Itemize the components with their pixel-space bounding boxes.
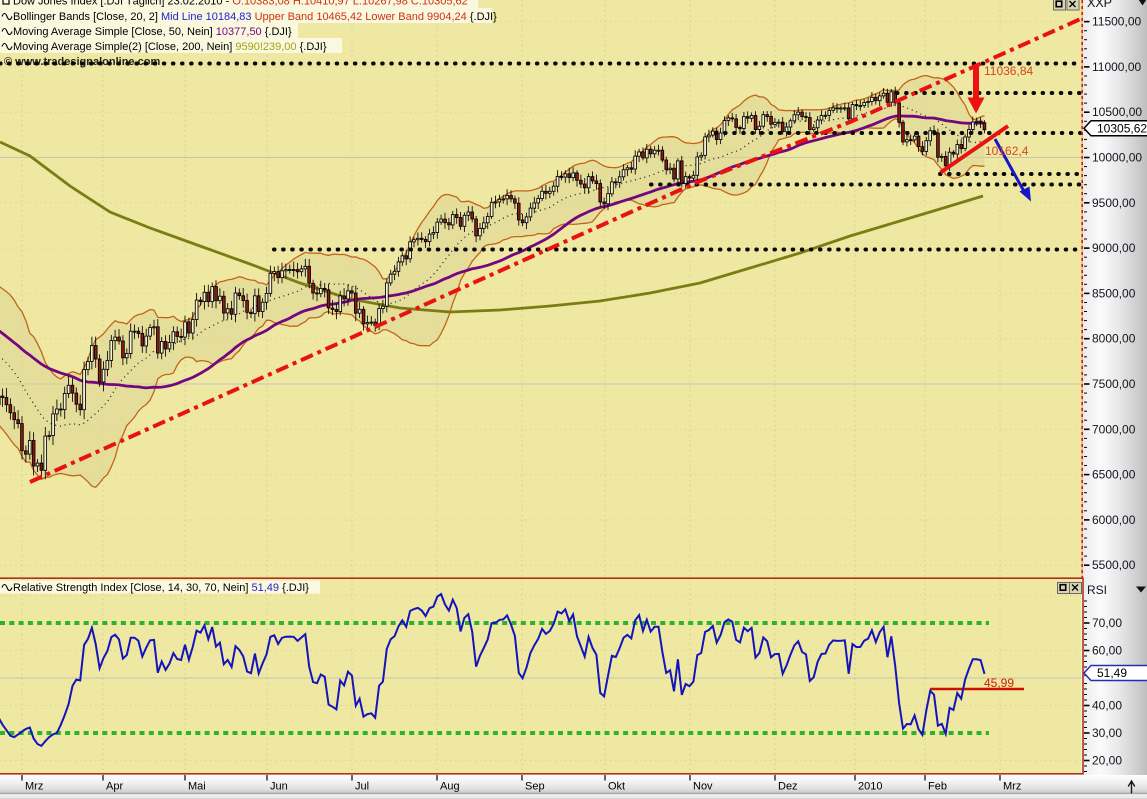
- svg-text:20,00: 20,00: [1092, 754, 1122, 768]
- svg-text:Dez: Dez: [778, 781, 798, 793]
- svg-text:9500,00: 9500,00: [1092, 196, 1136, 210]
- svg-text:Moving Average Simple(2) [Clos: Moving Average Simple(2) [Close, 200, Ne…: [13, 41, 327, 53]
- svg-text:XXP: XXP: [1087, 0, 1112, 10]
- svg-text:6000,00: 6000,00: [1092, 513, 1136, 527]
- svg-text:Mrz: Mrz: [1003, 781, 1021, 793]
- svg-text:Bollinger Bands [Close, 20, 2]: Bollinger Bands [Close, 20, 2] Mid Line …: [13, 11, 497, 23]
- svg-text:2010: 2010: [858, 781, 882, 793]
- svg-text:45,99: 45,99: [984, 676, 1014, 690]
- svg-text:Jun: Jun: [270, 781, 288, 793]
- svg-text:70,00: 70,00: [1092, 616, 1122, 630]
- svg-text:Dow Jones Index [.DJI Täglich: Dow Jones Index [.DJI Täglich] 23.02.201…: [13, 0, 468, 8]
- svg-text:Sep: Sep: [525, 781, 545, 793]
- svg-text:10305,62: 10305,62: [1097, 122, 1147, 136]
- svg-text:Mai: Mai: [188, 781, 206, 793]
- svg-text:10500,00: 10500,00: [1092, 105, 1142, 119]
- svg-text:30,00: 30,00: [1092, 726, 1122, 740]
- svg-text:51,49: 51,49: [1097, 666, 1127, 680]
- svg-text:Okt: Okt: [608, 781, 625, 793]
- svg-text:11500,00: 11500,00: [1092, 15, 1141, 29]
- svg-text:Nov: Nov: [693, 781, 713, 793]
- svg-text:6500,00: 6500,00: [1092, 468, 1136, 482]
- svg-text:Moving Average Simple [Close,: Moving Average Simple [Close, 50, Nein] …: [13, 26, 292, 38]
- svg-text:7000,00: 7000,00: [1092, 422, 1136, 436]
- svg-text:40,00: 40,00: [1092, 699, 1122, 713]
- svg-text:11036,84: 11036,84: [984, 64, 1033, 78]
- svg-text:Jul: Jul: [355, 781, 369, 793]
- svg-text:RSI: RSI: [1087, 583, 1107, 597]
- svg-text:Mrz: Mrz: [25, 781, 43, 793]
- svg-text:8000,00: 8000,00: [1092, 332, 1136, 346]
- svg-text:Apr: Apr: [106, 781, 123, 793]
- svg-text:5500,00: 5500,00: [1092, 558, 1136, 572]
- svg-text:7500,00: 7500,00: [1092, 377, 1136, 391]
- svg-text:10162,4: 10162,4: [985, 144, 1029, 158]
- svg-text:8500,00: 8500,00: [1092, 286, 1136, 300]
- svg-text:Feb: Feb: [928, 781, 947, 793]
- svg-text:9000,00: 9000,00: [1092, 241, 1136, 255]
- svg-text:Aug: Aug: [440, 781, 460, 793]
- svg-text:10000,00: 10000,00: [1092, 151, 1142, 165]
- svg-text:60,00: 60,00: [1092, 644, 1122, 658]
- svg-text:Relative Strength Index [Close: Relative Strength Index [Close, 14, 30, …: [13, 582, 309, 594]
- svg-text:11000,00: 11000,00: [1092, 60, 1141, 74]
